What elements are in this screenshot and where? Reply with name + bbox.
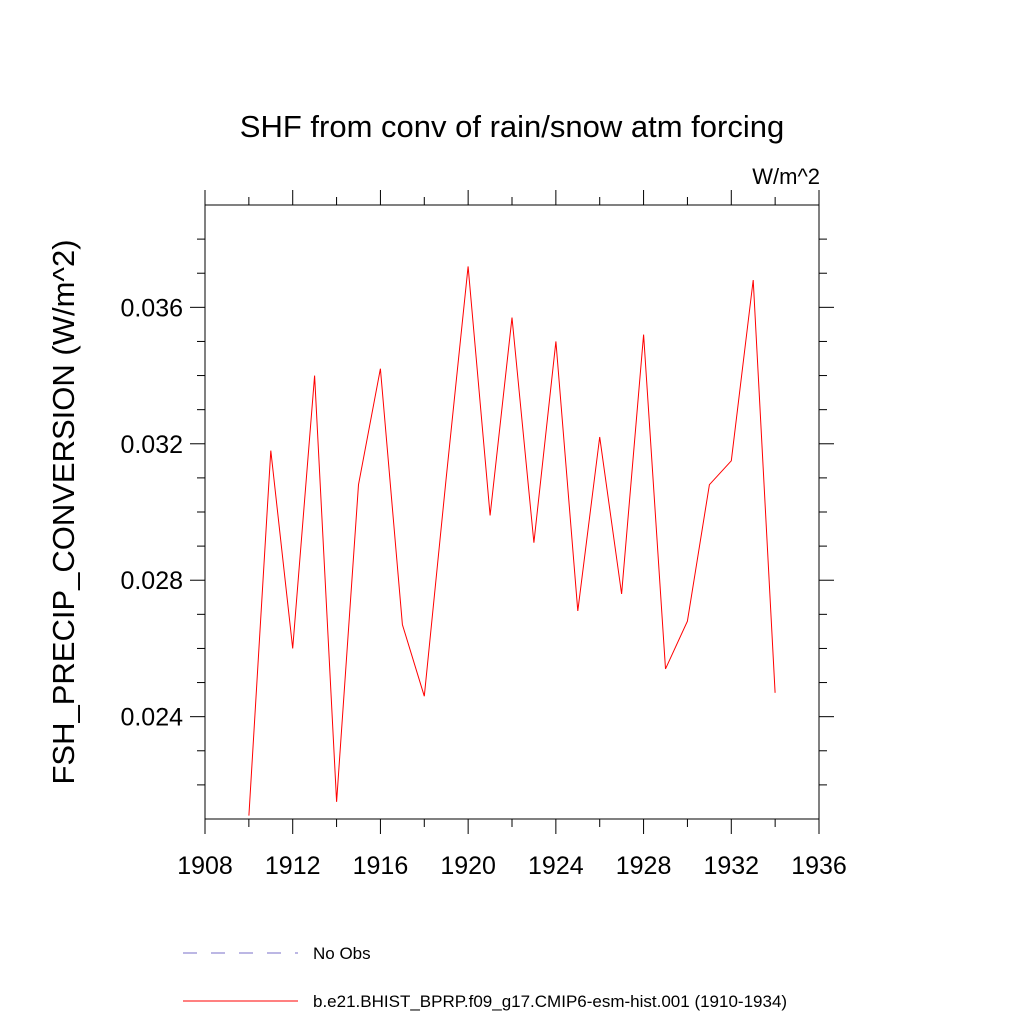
y-tick-label: 0.032 <box>120 431 183 459</box>
x-tick-label: 1920 <box>440 852 496 880</box>
x-tick-label: 1924 <box>528 852 584 880</box>
series-layer <box>248 266 776 816</box>
x-tick-label: 1908 <box>177 852 233 880</box>
x-tick-label: 1912 <box>265 852 321 880</box>
x-tick-label: 1932 <box>703 852 759 880</box>
chart-title: SHF from conv of rain/snow atm forcing <box>240 109 784 144</box>
y-tick-label: 0.036 <box>120 294 183 322</box>
axis-tick-labels: 1908 1912 1916 1920 1924 1928 1932 1936 0.024 0.0… <box>120 294 846 880</box>
plot-frame <box>204 204 820 820</box>
axis-ticks <box>190 190 834 834</box>
legend: No Obs b.e21.BHIST_BPRP.f09_g17.CMIP6-esm… <box>183 944 787 1011</box>
y-tick-label: 0.024 <box>120 704 183 732</box>
legend-label: b.e21.BHIST_BPRP.f09_g17.CMIP6-esm-hist.… <box>313 992 787 1011</box>
x-tick-label: 1916 <box>353 852 409 880</box>
y-axis-label: FSH_PRECIP_CONVERSION (W/m^2) <box>46 239 81 784</box>
x-tick-label: 1928 <box>616 852 672 880</box>
legend-label: No Obs <box>313 944 371 963</box>
units-label: W/m^2 <box>752 164 820 189</box>
x-tick-label: 1936 <box>791 852 847 880</box>
series-line <box>248 266 776 816</box>
y-tick-label: 0.028 <box>120 567 183 595</box>
